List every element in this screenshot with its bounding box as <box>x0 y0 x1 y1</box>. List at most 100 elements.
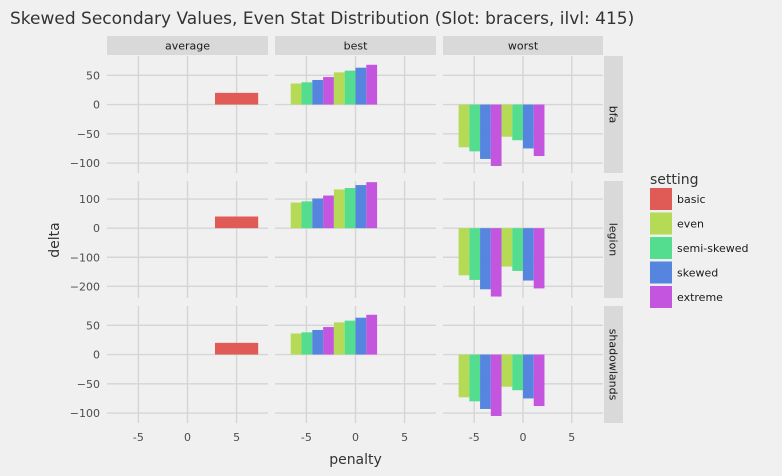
bar-skewed <box>480 354 491 409</box>
row-strip-label: legion <box>607 223 620 257</box>
bar-skewed <box>523 354 534 399</box>
bar-extreme <box>323 195 334 229</box>
bar-even <box>333 72 345 105</box>
x-tick-label: 5 <box>401 431 408 444</box>
legend-swatch-even <box>650 212 672 235</box>
legend-swatch-skewed <box>650 261 672 284</box>
x-tick-label: 0 <box>184 431 191 444</box>
legend-swatch-semi-skewed <box>650 237 672 259</box>
y-tick-label: 0 <box>93 349 100 362</box>
legend-swatch-extreme <box>650 286 672 308</box>
bar-even <box>501 104 513 137</box>
row-strip-label: shadowlands <box>607 329 620 401</box>
chart-title: Skewed Secondary Values, Even Stat Distr… <box>10 9 634 29</box>
bar-even <box>333 189 345 229</box>
bar-skewed <box>480 104 491 159</box>
bar-even <box>290 202 302 229</box>
column-strip <box>275 36 436 55</box>
bar-extreme <box>366 182 378 229</box>
x-tick-label: -5 <box>133 431 144 444</box>
legend-swatch-basic <box>650 188 672 210</box>
y-tick-label: −100 <box>70 157 100 170</box>
bar-even <box>333 322 345 355</box>
legend: setting basic even semi-skewed skewed extrem… <box>650 172 748 308</box>
column-strip-label: worst <box>508 40 539 53</box>
y-tick-label: 50 <box>86 319 100 332</box>
facet-grid: average best worstbfalegionshadowlands500−… <box>70 36 623 444</box>
bar-semi-skewed <box>512 104 523 141</box>
column-strip-label: average <box>165 40 210 53</box>
bar-skewed <box>523 228 534 281</box>
legend-label-even: even <box>677 218 704 231</box>
bar-extreme <box>490 228 502 297</box>
row-strip <box>604 181 623 298</box>
row-strip <box>604 306 623 423</box>
bar-even <box>501 354 513 387</box>
y-tick-label: −50 <box>77 378 100 391</box>
legend-label-basic: basic <box>677 193 706 206</box>
y-tick-label: −50 <box>77 128 100 141</box>
bar-skewed <box>312 198 324 229</box>
y-tick-label: −100 <box>70 251 100 264</box>
row-strip-label: bfa <box>607 106 620 124</box>
bar-semi-skewed <box>301 82 313 105</box>
x-tick-label: -5 <box>301 431 312 444</box>
bar-skewed <box>480 228 491 290</box>
bar-skewed <box>523 104 534 149</box>
bar-skewed <box>355 317 367 355</box>
bar-even <box>458 104 470 148</box>
bar-extreme <box>490 354 502 416</box>
bar-semi-skewed <box>344 187 356 229</box>
column-strip-label: best <box>344 40 368 53</box>
bar-semi-skewed <box>344 70 356 105</box>
bar-even <box>458 354 470 398</box>
bar-even <box>290 83 302 105</box>
bar-semi-skewed <box>469 228 481 280</box>
legend-title: setting <box>650 172 699 188</box>
y-tick-label: 100 <box>79 193 100 206</box>
bar-extreme <box>323 327 334 355</box>
bar-extreme <box>366 314 378 355</box>
bar-extreme <box>533 104 545 157</box>
bar-semi-skewed <box>469 104 481 152</box>
x-tick-label: 0 <box>520 431 527 444</box>
bar-semi-skewed <box>512 354 523 391</box>
bar-skewed <box>312 79 324 105</box>
bar-skewed <box>312 329 324 355</box>
bar-semi-skewed <box>301 332 313 355</box>
bar-extreme <box>366 64 378 105</box>
x-tick-label: 0 <box>352 431 359 444</box>
bar-semi-skewed <box>469 354 481 402</box>
bar-semi-skewed <box>512 228 523 271</box>
x-axis-title: penalty <box>329 452 382 468</box>
row-strip <box>604 56 623 173</box>
y-tick-label: −200 <box>70 280 100 293</box>
legend-label-skewed: skewed <box>677 267 718 280</box>
x-tick-label: 5 <box>233 431 240 444</box>
bar-even <box>458 228 470 276</box>
bar-semi-skewed <box>301 201 313 229</box>
bar-even <box>290 333 302 355</box>
y-tick-label: 50 <box>86 69 100 82</box>
column-strip <box>107 36 268 55</box>
bar-basic <box>214 216 259 229</box>
bar-skewed <box>355 67 367 105</box>
x-tick-label: 5 <box>568 431 575 444</box>
bar-skewed <box>355 185 367 229</box>
bar-semi-skewed <box>344 320 356 355</box>
bar-even <box>501 228 513 267</box>
y-tick-label: 0 <box>93 222 100 235</box>
legend-label-semi-skewed: semi-skewed <box>677 242 748 255</box>
bar-extreme <box>533 228 545 289</box>
y-tick-label: −100 <box>70 407 100 420</box>
bar-extreme <box>490 104 502 166</box>
y-tick-label: 0 <box>93 99 100 112</box>
bar-basic <box>214 342 259 355</box>
x-tick-label: -5 <box>469 431 480 444</box>
bar-basic <box>214 92 259 105</box>
bar-extreme <box>533 354 545 407</box>
bar-extreme <box>323 77 334 105</box>
column-strip <box>443 36 603 55</box>
y-axis-title: delta <box>47 222 63 257</box>
